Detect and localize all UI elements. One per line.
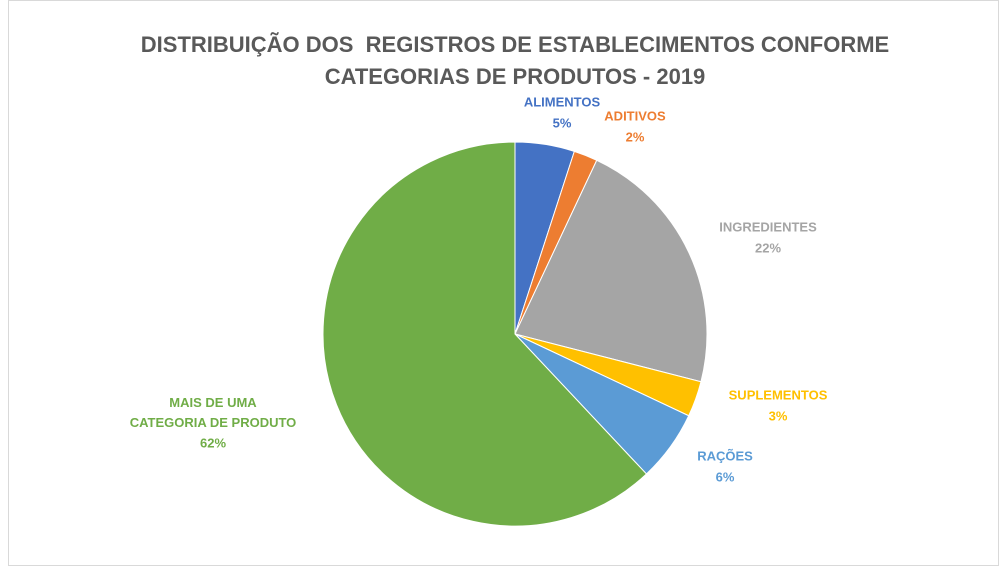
slice-label: SUPLEMENTOS [729, 387, 828, 402]
pie-slice [322, 141, 648, 527]
value-label: 62% [200, 435, 226, 450]
chart-title: CATEGORIAS DE PRODUTOS - 2019 [325, 64, 706, 89]
value-label: 22% [755, 240, 781, 255]
value-label: 6% [716, 469, 735, 484]
slice-label: ADITIVOS [604, 108, 666, 123]
value-label: 2% [626, 129, 645, 144]
slice-label: RAÇÕES [697, 448, 753, 463]
slice-label-line: CATEGORIA DE PRODUTO [130, 415, 297, 430]
slice-label: MAIS DE UMA CATEGORIA DE PRODUTO [130, 395, 297, 430]
value-label: 5% [553, 115, 572, 130]
chart-title: DISTRIBUIÇÃO DOS REGISTROS DE ESTABLECIM… [141, 32, 889, 57]
value-label: 3% [769, 408, 788, 423]
slice-label-line: MAIS DE UMA [169, 395, 257, 410]
slice-label: INGREDIENTES [719, 219, 817, 234]
slice-label: ALIMENTOS [524, 94, 601, 109]
pie-slice [514, 159, 708, 383]
